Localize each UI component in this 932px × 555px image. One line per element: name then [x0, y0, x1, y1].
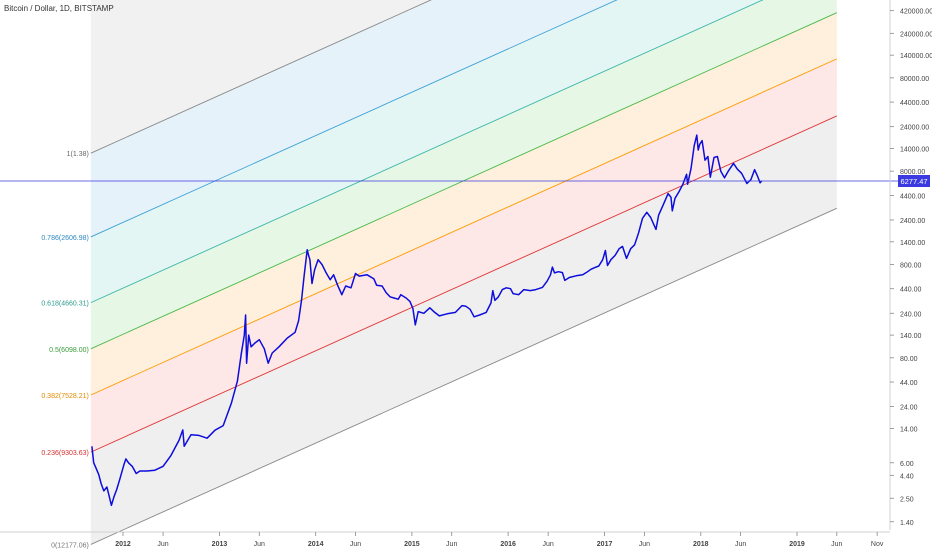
x-tick-label-15: Jun — [831, 541, 842, 548]
x-tick-label-5: Jun — [350, 541, 361, 548]
y-tick-label-6: 14000.00 — [900, 146, 929, 153]
fib-band-0 — [90, 115, 837, 545]
fib-label-6: 1(1.38) — [67, 151, 89, 158]
fib-line-1 — [90, 115, 837, 453]
y-axis: 420000.00 240000.00 140000.00 80000.00 44000… — [889, 0, 932, 530]
y-tick-label-16: 44.00 — [900, 380, 918, 387]
y-tick-label-1: 240000.00 — [900, 31, 932, 38]
y-tick-label-21: 2.50 — [900, 496, 914, 503]
x-tick-label-7: Jun — [446, 541, 457, 548]
current-price-tag — [898, 174, 930, 187]
current-price-line: 6277.47 — [0, 174, 930, 187]
x-tick-label-3: Jun — [254, 541, 265, 548]
y-tick-label-14: 140.00 — [900, 333, 922, 340]
fib-label-3: 0.5(6098.00) — [49, 347, 89, 354]
y-tick-label-11: 800.00 — [900, 262, 922, 269]
price-line — [91, 134, 763, 507]
fib-label-1: 0.236(9303.63) — [41, 450, 88, 457]
y-tick-label-17: 24.00 — [900, 405, 918, 412]
y-tick-label-20: 4.40 — [900, 473, 914, 480]
x-tick-label-14: 2019 — [789, 541, 805, 548]
y-tick-label-9: 2400.00 — [900, 218, 925, 225]
x-tick-label-4: 2014 — [308, 541, 324, 548]
fib-level-labels: 0(12177.06) 0.236(9303.63) 0.382(7528.21) 0… — [41, 151, 89, 549]
y-tick-label-0: 420000.00 — [900, 9, 932, 16]
fib-line-0 — [90, 207, 837, 545]
x-axis: 2012 Jun 2013 Jun 2014 Jun 2015 Jun 2016 Jun 2017 J… — [0, 531, 890, 548]
y-tick-label-3: 80000.00 — [900, 76, 929, 83]
fib-line-2 — [90, 58, 837, 396]
y-tick-label-19: 6.00 — [900, 461, 914, 468]
fib-label-5: 0.786(2606.98) — [41, 235, 88, 242]
x-tick-label-13: Jun — [735, 541, 746, 548]
fib-line-6 — [90, 0, 432, 154]
y-tick-label-8: 4400.00 — [900, 193, 925, 200]
fib-band-2 — [90, 12, 837, 395]
fib-line-4 — [90, 0, 764, 304]
y-tick-label-15: 80.00 — [900, 356, 918, 363]
chart-title: Bitcoin / Dollar, 1D, BITSTAMP — [4, 4, 114, 13]
x-tick-label-0: 2012 — [115, 541, 131, 548]
fib-label-2: 0.382(7528.21) — [41, 393, 88, 400]
y-tick-label-22: 1.40 — [900, 520, 914, 527]
x-tick-label-16: Nov — [871, 541, 884, 548]
x-tick-label-8: 2016 — [500, 541, 516, 548]
y-tick-label-13: 240.00 — [900, 311, 922, 318]
y-tick-label-12: 440.00 — [900, 287, 922, 294]
y-tick-label-5: 24000.00 — [900, 125, 929, 132]
y-tick-label-7: 8000.00 — [900, 169, 925, 176]
x-tick-label-10: 2017 — [597, 541, 613, 548]
fib-band-1 — [90, 58, 837, 453]
x-tick-label-12: 2018 — [693, 541, 709, 548]
current-price-label: 6277.47 — [900, 177, 927, 186]
x-tick-label-1: Jun — [157, 541, 168, 548]
fib-label-4: 0.618(4660.31) — [41, 301, 88, 308]
x-tick-label-9: Jun — [543, 541, 554, 548]
fib-label-0: 0(12177.06) — [51, 542, 89, 549]
y-tick-label-18: 14.00 — [900, 426, 918, 433]
price-series — [91, 134, 763, 507]
fib-band-3 — [90, 0, 837, 349]
x-tick-label-11: Jun — [639, 541, 650, 548]
y-tick-label-4: 44000.00 — [900, 100, 929, 107]
y-tick-label-10: 1400.00 — [900, 240, 925, 247]
y-tick-label-2: 140000.00 — [900, 53, 932, 60]
fib-channel-fills — [90, 0, 837, 545]
x-tick-label-6: 2015 — [404, 541, 420, 548]
x-tick-label-2: 2013 — [212, 541, 228, 548]
